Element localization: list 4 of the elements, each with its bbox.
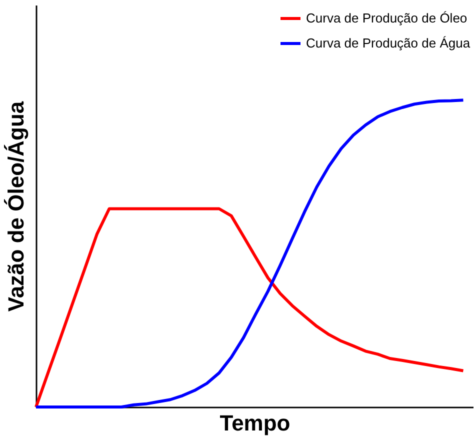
legend-label: Curva de Produção de Óleo [306, 10, 468, 26]
y-axis-title: Vazão de Óleo/Água [4, 100, 28, 312]
x-axis-title: Tempo [220, 410, 290, 436]
legend-label: Curva de Produção de Água [306, 36, 471, 50]
